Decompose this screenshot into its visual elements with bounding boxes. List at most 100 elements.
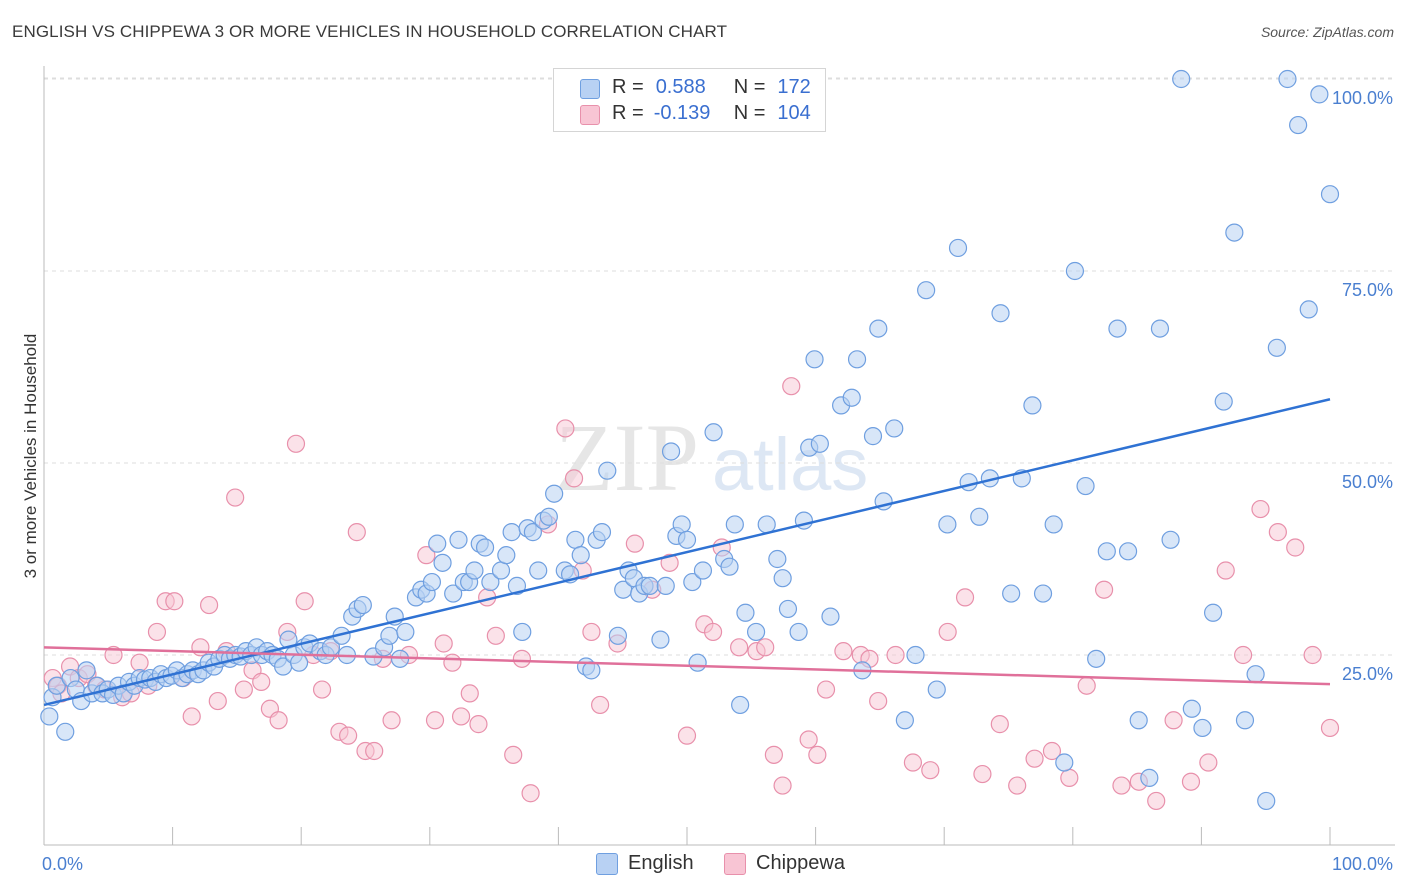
chippewa-point <box>1008 776 1027 795</box>
chippewa-point <box>1286 538 1305 557</box>
english-point <box>640 576 659 595</box>
chippewa-point <box>582 622 601 642</box>
english-point <box>47 676 66 695</box>
english-point <box>810 434 829 453</box>
chippewa-legend-swatch <box>580 105 600 125</box>
english-point <box>863 427 883 446</box>
chippewa-point <box>1077 676 1096 695</box>
chippewa-point <box>269 711 288 730</box>
english-point <box>677 530 697 549</box>
chippewa-point <box>834 642 853 661</box>
chippewa-swatch <box>724 852 746 875</box>
english-point <box>1235 711 1255 730</box>
chippewa-point <box>903 753 923 772</box>
chippewa-point <box>130 653 149 672</box>
chippewa-point <box>382 711 401 730</box>
chippewa-point <box>756 638 775 657</box>
english-point <box>938 515 957 534</box>
english-point <box>1150 319 1170 338</box>
english-point <box>513 622 532 642</box>
chippewa-point <box>1025 749 1044 768</box>
chippewa-point <box>886 645 905 665</box>
english-point <box>608 626 628 645</box>
english-point <box>380 626 399 645</box>
english-point <box>1065 261 1085 281</box>
english-point <box>672 515 691 534</box>
chippewa-point <box>782 377 801 396</box>
english-point <box>1044 515 1063 534</box>
chippewa-point <box>625 534 644 553</box>
english-point <box>869 319 888 338</box>
legend-item-chippewa[interactable]: Chippewa <box>724 852 845 875</box>
chippewa-point <box>417 546 436 565</box>
chippewa-point <box>591 695 610 715</box>
english-point <box>693 561 713 580</box>
english-point <box>1193 718 1212 738</box>
english-r-label: R = <box>612 75 644 98</box>
chippewa-point <box>677 726 697 745</box>
english-point <box>1097 542 1116 561</box>
chippewa-point <box>512 649 532 668</box>
english-point <box>927 680 946 699</box>
english-point <box>991 304 1010 323</box>
y-axis-title: 3 or more Vehicles in Household <box>21 334 40 579</box>
english-point <box>1182 699 1201 718</box>
english-point <box>731 695 750 715</box>
english-point <box>566 530 585 549</box>
english-point <box>720 557 739 576</box>
chippewa-point <box>703 622 723 642</box>
chippewa-point <box>486 626 505 645</box>
chippewa-point <box>104 645 123 665</box>
english-point <box>895 711 914 730</box>
chippewa-point <box>1216 561 1235 580</box>
english-point <box>433 553 452 572</box>
y-tick-label: 100.0% <box>1332 88 1393 108</box>
english-point <box>1055 753 1074 772</box>
english-swatch <box>596 852 618 875</box>
english-point <box>1140 768 1159 787</box>
watermark-atlas: atlas <box>712 423 868 506</box>
english-point <box>1214 392 1233 411</box>
trendlines <box>43 398 1331 707</box>
english-r-value: 0.588 <box>655 75 706 98</box>
english-point <box>449 530 468 549</box>
legend-item-english[interactable]: English <box>596 852 694 875</box>
chippewa-point <box>921 761 940 780</box>
chippewa-point <box>660 553 679 572</box>
english-point <box>1087 649 1106 668</box>
chippewa-point <box>1112 776 1131 795</box>
chippewa-point <box>165 592 184 611</box>
english-point <box>497 546 516 565</box>
chippewa-point <box>434 634 453 653</box>
english-point <box>757 515 776 534</box>
english-point <box>422 572 442 592</box>
english-point <box>959 473 978 492</box>
english-point <box>491 561 511 580</box>
english-legend-swatch <box>580 79 600 99</box>
chippewa-point <box>226 488 245 507</box>
english-point <box>481 572 500 592</box>
english-n-value: 172 <box>777 75 811 98</box>
chippewa-legend-row: R = -0.139 N = 104 <box>612 100 811 126</box>
chippewa-point <box>808 745 827 764</box>
english-point <box>598 461 617 480</box>
chippewa-point <box>773 776 792 795</box>
y-tick-labels: 25.0% 50.0% 75.0% 100.0% <box>1332 88 1393 684</box>
chippewa-point <box>347 523 366 542</box>
chippewa-point <box>147 622 167 642</box>
english-point <box>773 569 792 588</box>
english-point <box>396 622 415 642</box>
chippewa-point <box>973 764 992 784</box>
english-point <box>688 653 707 672</box>
english-n-label: N = <box>733 75 766 98</box>
chippewa-n-value: 104 <box>777 101 811 124</box>
chippewa-point <box>799 730 818 749</box>
chippewa-point <box>1147 791 1166 811</box>
english-point <box>906 645 925 665</box>
english-point <box>1320 185 1340 204</box>
english-point <box>592 523 612 542</box>
chippewa-point <box>191 638 210 657</box>
chippewa-point <box>182 707 201 726</box>
y-tick-label: 75.0% <box>1342 280 1393 300</box>
english-point <box>704 423 723 442</box>
